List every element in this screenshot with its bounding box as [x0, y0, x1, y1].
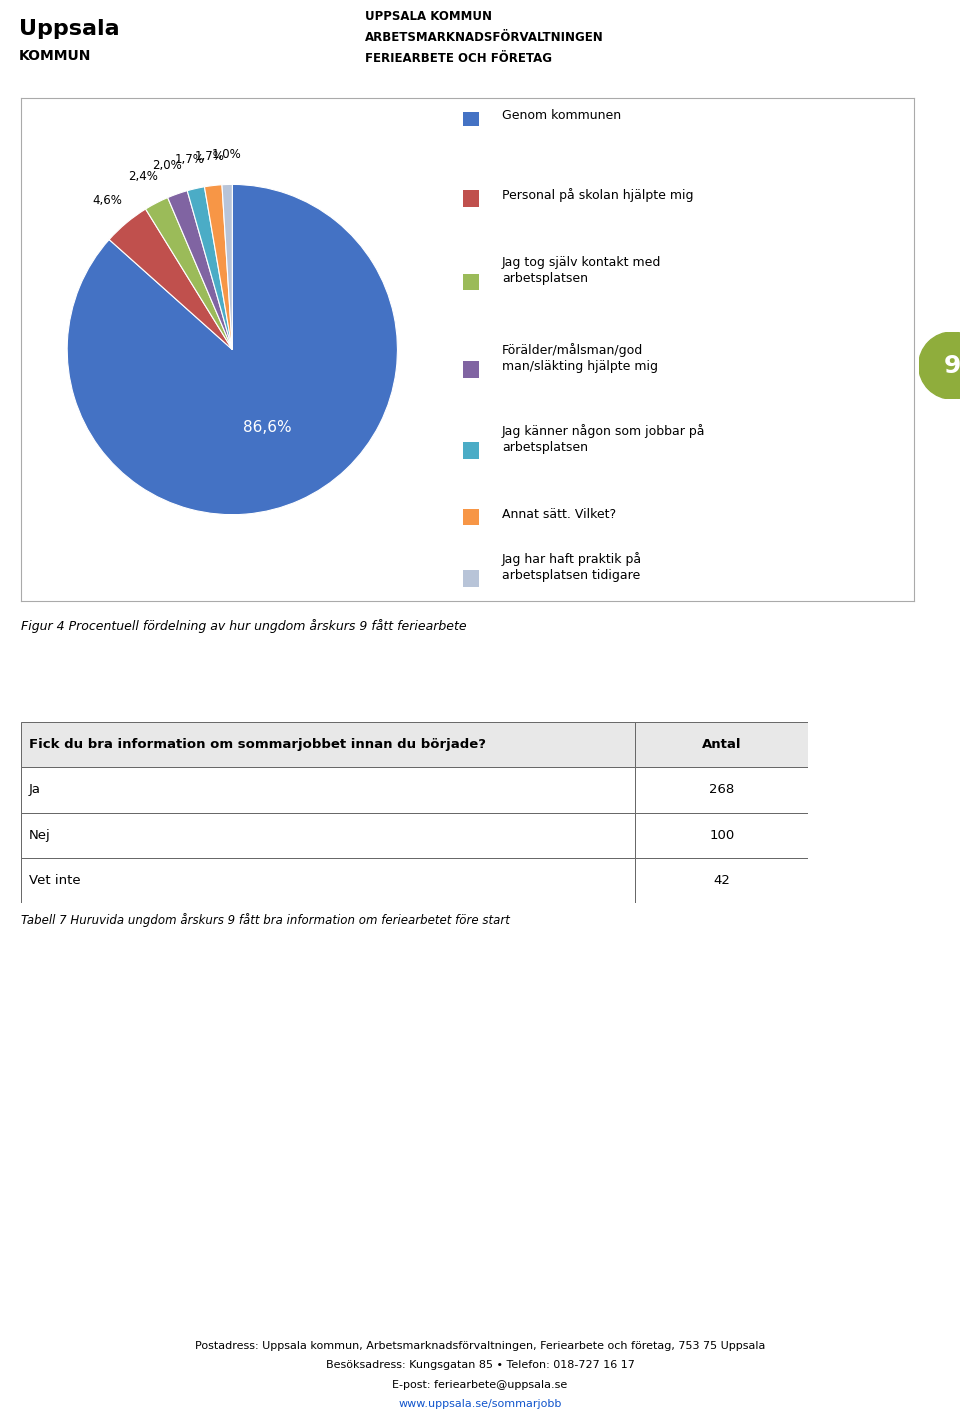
- FancyBboxPatch shape: [21, 858, 636, 903]
- Text: 2,0%: 2,0%: [153, 159, 182, 173]
- FancyBboxPatch shape: [463, 109, 479, 126]
- Wedge shape: [222, 184, 232, 350]
- Text: 4,6%: 4,6%: [92, 194, 122, 207]
- Text: KOMMUN: KOMMUN: [19, 48, 91, 62]
- FancyBboxPatch shape: [463, 274, 479, 291]
- Wedge shape: [204, 184, 232, 350]
- Wedge shape: [146, 197, 232, 350]
- Wedge shape: [168, 190, 232, 350]
- FancyBboxPatch shape: [463, 442, 479, 459]
- Wedge shape: [187, 187, 232, 350]
- Text: 100: 100: [709, 828, 734, 842]
- Text: 42: 42: [713, 873, 731, 888]
- Text: Nej: Nej: [29, 828, 51, 842]
- FancyBboxPatch shape: [21, 767, 636, 813]
- FancyBboxPatch shape: [463, 509, 479, 525]
- Text: Jag känner någon som jobbar på
arbetsplatsen: Jag känner någon som jobbar på arbetspla…: [502, 424, 706, 454]
- Text: Förälder/målsman/god
man/släkting hjälpte mig: Förälder/målsman/god man/släkting hjälpt…: [502, 343, 658, 373]
- Text: ARBETSMARKNADSFÖRVALTNINGEN: ARBETSMARKNADSFÖRVALTNINGEN: [365, 31, 604, 44]
- Text: Jag har haft praktik på
arbetsplatsen tidigare: Jag har haft praktik på arbetsplatsen ti…: [502, 553, 642, 583]
- Text: Personal på skolan hjälpte mig: Personal på skolan hjälpte mig: [502, 189, 693, 203]
- Text: Antal: Antal: [702, 737, 741, 752]
- Wedge shape: [67, 184, 397, 515]
- Text: 1,0%: 1,0%: [211, 149, 241, 162]
- Text: Annat sätt. Vilket?: Annat sätt. Vilket?: [502, 508, 616, 520]
- Text: Fick du bra information om sommarjobbet innan du började?: Fick du bra information om sommarjobbet …: [29, 737, 486, 752]
- Circle shape: [919, 332, 960, 400]
- Text: E-post: feriearbete@uppsala.se: E-post: feriearbete@uppsala.se: [393, 1380, 567, 1390]
- FancyBboxPatch shape: [463, 362, 479, 379]
- Text: 1,7%: 1,7%: [175, 153, 204, 166]
- FancyBboxPatch shape: [21, 722, 636, 767]
- Text: Ja: Ja: [29, 783, 41, 797]
- FancyBboxPatch shape: [463, 570, 479, 587]
- Text: 1,7%: 1,7%: [195, 149, 225, 163]
- Text: FERIEARBETE OCH FÖRETAG: FERIEARBETE OCH FÖRETAG: [365, 52, 552, 65]
- Text: Postadress: Uppsala kommun, Arbetsmarknadsförvaltningen, Feriearbete och företag: Postadress: Uppsala kommun, Arbetsmarkna…: [195, 1341, 765, 1351]
- Text: Figur 4 Procentuell fördelning av hur ungdom årskurs 9 fått feriearbete: Figur 4 Procentuell fördelning av hur un…: [21, 620, 467, 632]
- FancyBboxPatch shape: [463, 190, 479, 207]
- Text: Vet inte: Vet inte: [29, 873, 81, 888]
- Text: Tabell 7 Huruvida ungdom årskurs 9 fått bra information om feriearbetet före sta: Tabell 7 Huruvida ungdom årskurs 9 fått …: [21, 913, 510, 927]
- Text: 2,4%: 2,4%: [128, 170, 157, 183]
- Text: Genom kommunen: Genom kommunen: [502, 109, 621, 122]
- Text: Uppsala: Uppsala: [19, 20, 120, 40]
- Text: www.uppsala.se/sommarjobb: www.uppsala.se/sommarjobb: [398, 1400, 562, 1409]
- FancyBboxPatch shape: [636, 722, 808, 767]
- FancyBboxPatch shape: [636, 858, 808, 903]
- Text: 268: 268: [709, 783, 734, 797]
- Text: 86,6%: 86,6%: [243, 420, 292, 435]
- Text: 9: 9: [944, 353, 960, 377]
- Wedge shape: [109, 208, 232, 350]
- Text: Jag tog själv kontakt med
arbetsplatsen: Jag tog själv kontakt med arbetsplatsen: [502, 257, 661, 285]
- FancyBboxPatch shape: [21, 813, 636, 858]
- FancyBboxPatch shape: [636, 813, 808, 858]
- Text: UPPSALA KOMMUN: UPPSALA KOMMUN: [365, 10, 492, 24]
- Text: Besöksadress: Kungsgatan 85 • Telefon: 018-727 16 17: Besöksadress: Kungsgatan 85 • Telefon: 0…: [325, 1360, 635, 1370]
- FancyBboxPatch shape: [636, 767, 808, 813]
